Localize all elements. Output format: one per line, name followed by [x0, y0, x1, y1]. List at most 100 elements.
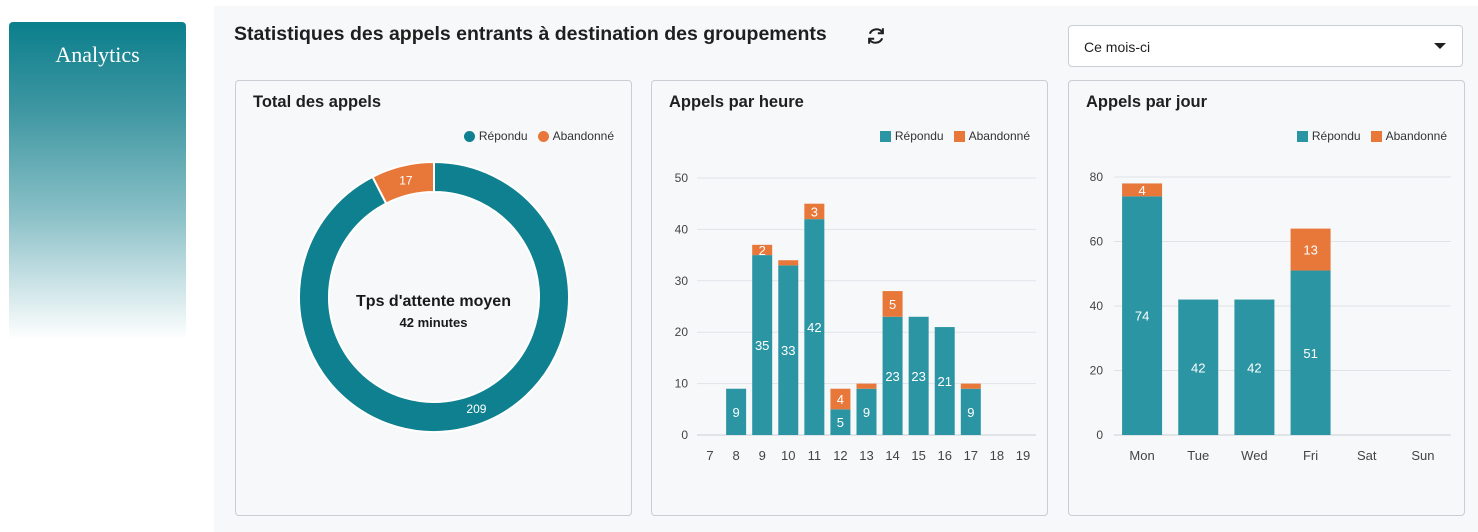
donut-label-abandonne: 17: [399, 173, 413, 187]
period-select-value: Ce mois-ci: [1084, 39, 1151, 55]
bar-label-repondu: 51: [1303, 346, 1317, 361]
bar-repondu: [778, 265, 799, 435]
card-appels-par-heure: Appels par heure Répondu Abandonné 0 10 20…: [651, 80, 1048, 516]
bar-label-repondu: 35: [755, 338, 769, 353]
legend-item-abandonne[interactable]: Abandonné: [1370, 129, 1447, 143]
y-tick-label: 10: [675, 377, 689, 391]
chart-legend: Répondu Abandonné: [1287, 129, 1447, 143]
bar-abandonne: [856, 383, 877, 389]
card-total-appels: Total des appels Répondu Abandonné 209 17…: [235, 80, 632, 516]
bar-label-repondu: 42: [807, 320, 821, 335]
bar-label-abandonne: 4: [1138, 183, 1145, 198]
bar-label-abandonne: 3: [811, 204, 818, 219]
chart-legend: Répondu Abandonné: [454, 129, 614, 143]
x-tick-label: 19: [1016, 448, 1030, 463]
x-tick-label: 10: [781, 448, 795, 463]
y-tick-label: 40: [675, 222, 689, 236]
bar-repondu: [1234, 299, 1275, 435]
legend-item-repondu[interactable]: Répondu: [879, 129, 944, 143]
x-tick-label: 9: [759, 448, 766, 463]
y-tick-label: 40: [1090, 299, 1104, 313]
x-tick-label: 12: [833, 448, 847, 463]
legend-label: Abandonné: [968, 129, 1030, 143]
bar-label-abandonne: 4: [837, 392, 844, 407]
main-panel: Statistiques des appels entrants à desti…: [214, 6, 1478, 532]
card-appels-par-jour: Appels par jour Répondu Abandonné 0 20 40 6…: [1068, 80, 1465, 516]
bar-label-repondu: 42: [1191, 360, 1205, 375]
bar-label-repondu: 42: [1247, 360, 1261, 375]
donut-slice-abandonne: [371, 160, 435, 205]
y-tick-label: 60: [1090, 235, 1104, 249]
hourly-bar-chart: 0 10 20 30 40 50 7 8 9 9 35 2 10 33 11 42 3 12 5 4 13 9 14 23 5 1…: [675, 171, 1036, 463]
x-tick-label: 17: [964, 448, 978, 463]
bar-abandonne: [778, 260, 799, 266]
bar-abandonne: [882, 291, 903, 317]
donut-chart: 209 17: [298, 160, 570, 433]
bar-label-abandonne: 2: [759, 243, 766, 258]
bar-abandonne: [1122, 183, 1163, 197]
y-tick-label: 20: [1090, 364, 1104, 378]
card-title: Appels par heure: [669, 93, 804, 111]
bar-repondu: [882, 316, 903, 435]
daily-bar-chart: 0 20 40 60 80 Mon 74 4 Tue 42 Wed 42 Fri 51 13 Sat Sun: [1090, 170, 1451, 463]
legend-swatch-abandonne: [537, 130, 549, 142]
y-tick-label: 0: [681, 428, 688, 442]
bar-repondu: [726, 388, 747, 435]
y-tick-label: 0: [1096, 428, 1103, 442]
bar-label-repondu: 23: [911, 369, 925, 384]
bar-repondu: [830, 409, 851, 435]
bar-abandonne: [752, 244, 773, 256]
x-tick-label: Tue: [1187, 448, 1209, 463]
legend-item-abandonne[interactable]: Abandonné: [537, 129, 614, 143]
legend-swatch-repondu: [463, 130, 475, 142]
y-tick-label: 20: [675, 325, 689, 339]
bar-label-abandonne: 13: [1303, 243, 1317, 258]
bar-repondu: [960, 388, 981, 435]
bar-abandonne: [804, 203, 825, 220]
y-tick-label: 50: [675, 171, 689, 185]
bar-label-repondu: 5: [837, 415, 844, 430]
chart-legend: Répondu Abandonné: [870, 129, 1030, 143]
bar-abandonne: [830, 388, 851, 410]
bar-repondu: [1178, 299, 1219, 435]
donut-center-title: Tps d'attente moyen: [356, 293, 511, 310]
bar-repondu: [856, 388, 877, 435]
chevron-down-icon: [1434, 43, 1446, 49]
page-title: Statistiques des appels entrants à desti…: [234, 23, 827, 45]
legend-item-abandonne[interactable]: Abandonné: [953, 129, 1030, 143]
bar-label-abandonne: 5: [889, 297, 896, 312]
donut-center-value: 42 minutes: [399, 315, 468, 330]
bar-label-repondu: 9: [967, 405, 974, 420]
donut-label-repondu: 209: [466, 402, 486, 416]
x-tick-label: Sat: [1357, 448, 1377, 463]
x-tick-label: 14: [885, 448, 899, 463]
bar-repondu: [752, 255, 773, 435]
y-tick-label: 30: [675, 274, 689, 288]
x-tick-label: Wed: [1241, 448, 1268, 463]
legend-item-repondu[interactable]: Répondu: [1296, 129, 1361, 143]
donut-slice-repondu: [298, 160, 570, 433]
legend-item-repondu[interactable]: Répondu: [463, 129, 528, 143]
bar-label-repondu: 74: [1135, 309, 1149, 324]
legend-swatch-abandonne: [953, 130, 965, 142]
legend-swatch-repondu: [879, 130, 891, 142]
bar-label-repondu: 9: [863, 405, 870, 420]
x-tick-label: 7: [706, 448, 713, 463]
x-tick-label: 13: [859, 448, 873, 463]
card-title: Total des appels: [253, 93, 382, 111]
bar-repondu: [1122, 196, 1163, 435]
bar-label-repondu: 21: [937, 374, 951, 389]
period-select[interactable]: Ce mois-ci: [1068, 25, 1463, 67]
x-tick-label: 16: [937, 448, 951, 463]
x-tick-label: 15: [911, 448, 925, 463]
x-tick-label: Mon: [1129, 448, 1154, 463]
x-tick-label: 8: [732, 448, 739, 463]
sidebar-analytics-card[interactable]: Analytics: [9, 22, 186, 340]
bar-repondu: [804, 219, 825, 435]
legend-label: Abandonné: [1385, 129, 1447, 143]
sidebar-title: Analytics: [55, 42, 140, 67]
bar-abandonne: [960, 383, 981, 389]
refresh-icon[interactable]: [865, 25, 887, 47]
card-title: Appels par jour: [1086, 93, 1208, 111]
x-tick-label: Sun: [1411, 448, 1434, 463]
